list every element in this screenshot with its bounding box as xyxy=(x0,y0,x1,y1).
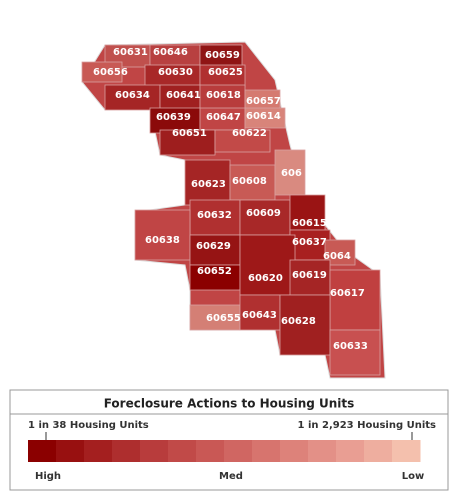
zip-label: 606 xyxy=(281,168,302,179)
zip-label: 60620 xyxy=(248,273,283,284)
zip-label: 60641 xyxy=(166,90,201,101)
legend-high-end: 1 in 38 Housing Units xyxy=(28,420,149,431)
legend-low: Low xyxy=(402,471,424,482)
zip-label: 60652 xyxy=(197,266,232,277)
legend-swatch xyxy=(280,440,309,462)
zip-label: 60657 xyxy=(246,96,281,107)
zip-area xyxy=(239,234,296,296)
legend-swatch xyxy=(112,440,141,462)
zip-label: 60634 xyxy=(115,90,150,101)
legend-swatch xyxy=(28,440,57,462)
zip-label: 60628 xyxy=(281,316,316,327)
legend-swatch xyxy=(140,440,169,462)
zip-label: 60608 xyxy=(232,176,267,187)
zip-area xyxy=(329,329,381,376)
zip-label: 60633 xyxy=(333,341,368,352)
legend-title: Foreclosure Actions to Housing Units xyxy=(104,397,355,411)
zip-area xyxy=(149,107,201,134)
zip-area xyxy=(244,107,286,129)
zip-area xyxy=(199,84,246,111)
zip-area xyxy=(289,259,331,296)
legend-swatch xyxy=(84,440,113,462)
zip-label: 60647 xyxy=(206,112,241,123)
zip-area xyxy=(229,164,276,201)
zip-label: 60629 xyxy=(196,241,231,252)
legend-swatch xyxy=(196,440,225,462)
zip-area xyxy=(104,84,161,111)
legend-swatch xyxy=(364,440,393,462)
zip-area xyxy=(274,149,306,196)
legend-swatch xyxy=(336,440,365,462)
zip-label: 60617 xyxy=(330,288,365,299)
zip-label: 60619 xyxy=(292,270,327,281)
zip-area xyxy=(279,294,331,356)
zip-label: 60655 xyxy=(206,313,241,324)
zip-label: 60639 xyxy=(156,112,191,123)
zip-label: 60631 xyxy=(113,47,148,58)
zip-area xyxy=(159,129,216,156)
zip-label: 60643 xyxy=(242,310,277,321)
zip-label: 60651 xyxy=(172,128,207,139)
zip-label: 60618 xyxy=(206,90,241,101)
zip-label: 60630 xyxy=(158,67,193,78)
legend-low-end: 1 in 2,923 Housing Units xyxy=(298,420,437,431)
zip-label: 60625 xyxy=(208,67,243,78)
zip-area xyxy=(289,194,326,231)
zip-label: 60615 xyxy=(292,218,327,229)
zip-label: 60632 xyxy=(197,210,232,221)
legend-high: High xyxy=(35,471,61,482)
zip-label: 60614 xyxy=(246,111,281,122)
zip-label: 60638 xyxy=(145,235,180,246)
zip-label: 60622 xyxy=(232,128,267,139)
zip-area xyxy=(159,84,201,111)
zip-label: 60656 xyxy=(93,67,128,78)
legend-swatch xyxy=(56,440,85,462)
zip-label: 60623 xyxy=(191,179,226,190)
zip-label: 6064 xyxy=(323,251,351,262)
legend-swatch xyxy=(392,440,421,462)
zip-area xyxy=(134,209,191,261)
zip-area xyxy=(184,159,231,206)
zip-area xyxy=(214,129,271,153)
zip-area xyxy=(81,61,123,83)
legend-swatch xyxy=(252,440,281,462)
legend-swatch xyxy=(168,440,197,462)
legend-med: Med xyxy=(219,471,243,482)
legend-swatch xyxy=(224,440,253,462)
zip-label: 60659 xyxy=(205,50,240,61)
zip-label: 60637 xyxy=(292,237,327,248)
zip-area xyxy=(329,269,381,331)
zip-label: 60609 xyxy=(246,208,281,219)
zip-label: 60646 xyxy=(153,47,188,58)
zip-area xyxy=(189,304,241,331)
legend-swatch xyxy=(308,440,337,462)
